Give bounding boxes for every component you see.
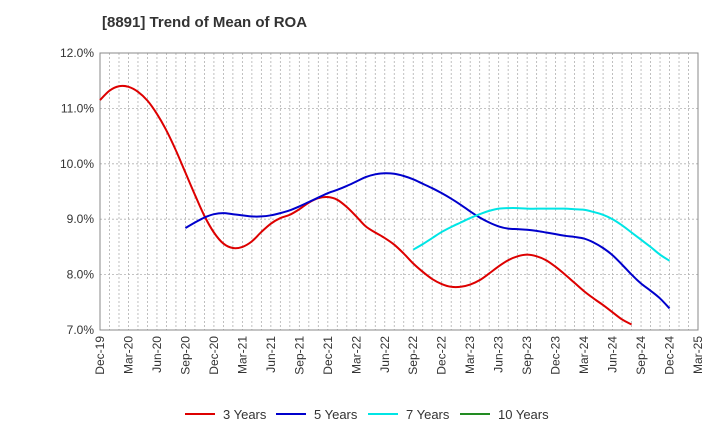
x-tick-label: Sep-20 — [178, 336, 192, 375]
x-tick-label: Jun-24 — [606, 336, 620, 373]
y-tick-label: 8.0% — [67, 268, 95, 282]
x-tick-label: Mar-22 — [349, 336, 363, 374]
y-tick-label: 11.0% — [61, 101, 94, 115]
x-tick-label: Sep-24 — [634, 336, 648, 375]
chart-title: [8891] Trend of Mean of ROA — [102, 14, 308, 31]
series-layer — [99, 84, 671, 326]
series-line-7-years — [412, 207, 671, 262]
legend: 3 Years 5 Years 7 Years 10 Years — [185, 407, 549, 422]
x-tick-label: Dec-19 — [93, 336, 107, 375]
legend-label: 5 Years — [314, 407, 358, 422]
legend-item-5-years: 5 Years — [276, 407, 358, 422]
x-tick-label: Mar-23 — [463, 336, 477, 374]
y-tick-label: 9.0% — [67, 212, 95, 226]
x-tick-label: Mar-25 — [691, 336, 705, 374]
series-line-3-years — [99, 84, 633, 326]
x-tick-label: Mar-21 — [235, 336, 249, 374]
legend-item-3-years: 3 Years — [185, 407, 267, 422]
y-tick-label: 7.0% — [67, 323, 95, 337]
x-tick-label: Dec-21 — [321, 336, 335, 375]
x-tick-label: Sep-22 — [406, 336, 420, 375]
grid-layer — [100, 53, 698, 330]
legend-label: 10 Years — [498, 407, 549, 422]
x-tick-label: Sep-21 — [292, 336, 306, 375]
x-tick-label: Dec-23 — [549, 336, 563, 375]
x-tick-label: Dec-22 — [435, 336, 449, 375]
plot-frame — [99, 52, 699, 331]
x-tick-label: Jun-22 — [378, 336, 392, 373]
x-tick-label: Dec-24 — [663, 336, 677, 375]
axis-layer: 7.0% 8.0% 9.0% 10.0% 11.0% 12.0% Dec-19 Mar-20 J… — [60, 46, 705, 375]
x-tick-label: Jun-23 — [492, 336, 506, 373]
legend-item-7-years: 7 Years — [368, 407, 450, 422]
legend-item-10-years: 10 Years — [460, 407, 549, 422]
x-tick-label: Jun-21 — [264, 336, 278, 373]
legend-label: 3 Years — [223, 407, 267, 422]
y-tick-label: 12.0% — [60, 46, 94, 60]
x-tick-label: Mar-20 — [121, 336, 135, 374]
x-tick-label: Mar-24 — [577, 336, 591, 374]
y-tick-label: 10.0% — [60, 157, 94, 171]
x-tick-label: Sep-23 — [520, 336, 534, 375]
legend-label: 7 Years — [406, 407, 450, 422]
series-line-5-years — [184, 172, 671, 310]
x-tick-label: Dec-20 — [207, 336, 221, 375]
x-tick-label: Jun-20 — [150, 336, 164, 373]
